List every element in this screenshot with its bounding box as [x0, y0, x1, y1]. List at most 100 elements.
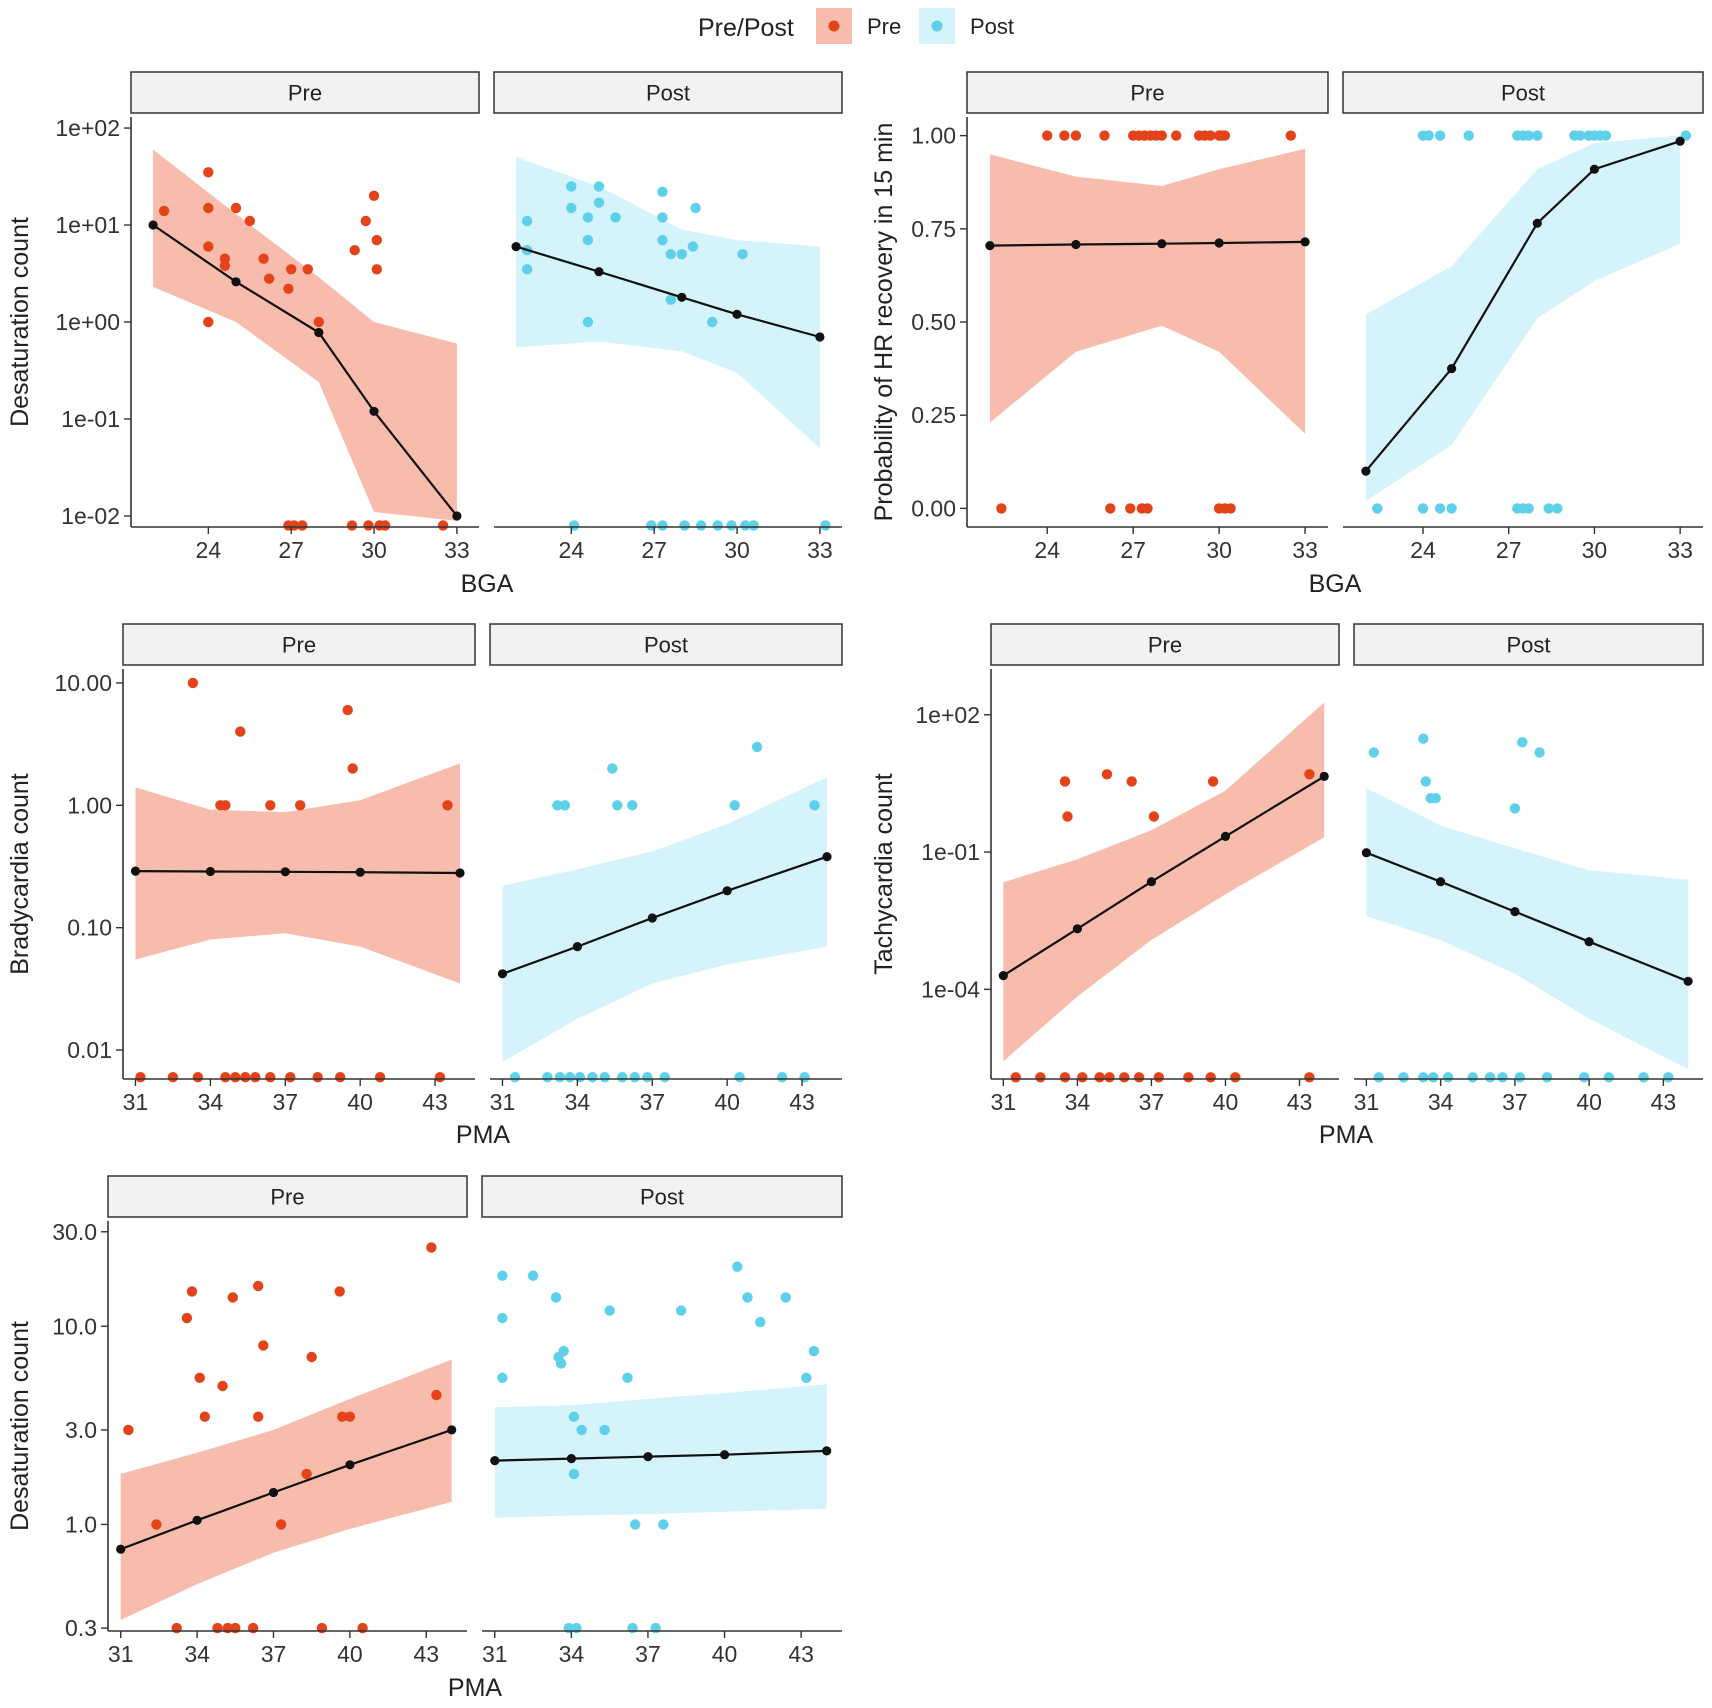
data-point: [250, 1072, 261, 1083]
data-point: [158, 205, 170, 217]
data-point: [1552, 503, 1563, 514]
y-tick-label: 0.00: [911, 495, 956, 521]
data-point: [1517, 737, 1528, 748]
facet-strip: [966, 71, 1329, 114]
facet-strip-label: Post: [1501, 81, 1545, 106]
data-point: [552, 800, 563, 811]
data-point: [1532, 130, 1543, 141]
data-point: [297, 520, 308, 531]
data-point: [1442, 1072, 1454, 1083]
data-point: [627, 800, 638, 811]
x-tick-label: 33: [807, 537, 833, 563]
data-point: [622, 1372, 633, 1384]
x-tick-label: 37: [639, 1089, 665, 1115]
data-point: [360, 215, 371, 227]
x-tick-label: 33: [1292, 537, 1318, 563]
data-point: [1543, 503, 1554, 514]
facet-strip-label: Pre: [270, 1185, 304, 1210]
data-point: [542, 1072, 553, 1083]
data-point: [707, 316, 718, 328]
data-point: [1070, 130, 1082, 141]
data-point: [1062, 811, 1073, 822]
x-tick-label: 40: [347, 1089, 373, 1115]
data-point: [301, 1468, 312, 1480]
data-point: [808, 1345, 820, 1357]
y-tick-label: 10.0: [52, 1313, 97, 1339]
data-point: [337, 1411, 348, 1422]
data-point: [1077, 1072, 1088, 1083]
data-point: [285, 1072, 296, 1083]
x-tick-label: 30: [1582, 537, 1608, 563]
observations: [1010, 769, 1315, 1083]
data-point: [275, 1519, 287, 1530]
data-point: [582, 234, 594, 246]
fit-point: [205, 866, 215, 877]
data-point: [1153, 1072, 1165, 1083]
data-point: [344, 1411, 356, 1422]
facet-strip: [107, 1175, 468, 1218]
x-tick-label: 37: [1139, 1089, 1165, 1115]
data-point: [737, 249, 748, 260]
data-point: [555, 1358, 567, 1369]
data-point: [230, 202, 242, 214]
fit-point: [1071, 239, 1081, 250]
confidence-band: [1366, 788, 1689, 1070]
data-point: [265, 800, 276, 811]
facet-strip-label: Post: [646, 81, 690, 106]
fit-point: [490, 1456, 500, 1466]
x-tick-label: 34: [1428, 1089, 1454, 1115]
data-point: [610, 212, 621, 223]
x-tick-label: 40: [712, 1641, 738, 1667]
fit-point: [720, 1450, 730, 1460]
data-point: [521, 264, 533, 275]
x-tick-label: 40: [337, 1641, 363, 1667]
data-point: [302, 264, 313, 275]
x-tick-label: 27: [641, 537, 667, 563]
data-point: [1285, 130, 1297, 141]
data-point: [801, 1372, 812, 1384]
x-tick-label: 24: [1034, 537, 1060, 563]
fit-point: [822, 852, 832, 862]
data-point: [374, 1072, 386, 1083]
legend: Pre/Post Pre Post: [698, 8, 1014, 44]
data-point: [1638, 1072, 1649, 1083]
fit-point: [1319, 771, 1329, 782]
y-tick-label: 1e-01: [921, 839, 980, 865]
data-point: [582, 212, 594, 223]
data-point: [431, 1389, 442, 1401]
x-tick-label: 30: [1206, 537, 1232, 563]
fit-point: [1361, 848, 1371, 858]
data-point: [181, 1312, 193, 1324]
data-point: [497, 1372, 508, 1384]
legend-label-post: Post: [970, 14, 1014, 39]
data-point: [1368, 747, 1380, 758]
observations: [1368, 733, 1674, 1083]
y-tick-label: 10.00: [54, 670, 112, 696]
data-point: [335, 1072, 346, 1083]
y-tick-label: 0.75: [911, 216, 956, 242]
data-point: [1042, 130, 1053, 141]
y-axis-title: Bradycardia count: [6, 773, 34, 975]
fit-point: [314, 327, 324, 338]
fit-point: [732, 309, 742, 319]
observations: [996, 130, 1297, 514]
data-point: [1304, 1072, 1315, 1083]
data-point: [235, 726, 246, 737]
data-point: [1156, 130, 1168, 141]
y-axis-title: Desaturation count: [6, 1321, 34, 1531]
confidence-band: [135, 763, 460, 984]
x-tick-label: 43: [413, 1641, 439, 1667]
data-point: [220, 1072, 231, 1083]
data-point: [604, 1305, 615, 1316]
data-point: [658, 1519, 669, 1530]
data-point: [1171, 130, 1182, 141]
data-point: [312, 1072, 323, 1083]
data-point: [1418, 733, 1429, 744]
data-point: [167, 1072, 179, 1083]
data-point: [258, 253, 269, 264]
facet-strip-label: Pre: [282, 633, 316, 658]
facet-strip: [130, 71, 480, 114]
x-tick-label: 33: [1667, 537, 1693, 563]
data-point: [566, 181, 577, 192]
